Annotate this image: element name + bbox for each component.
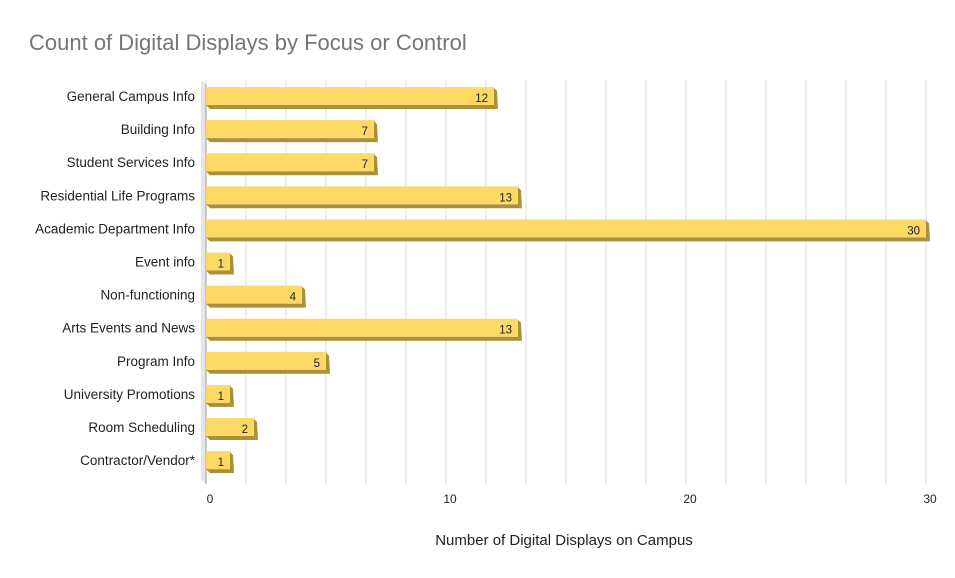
bar-side <box>253 418 258 440</box>
bar-shadow <box>206 105 498 109</box>
bar <box>206 351 326 370</box>
category-label: Building Info <box>121 122 195 137</box>
data-label: 30 <box>907 225 920 237</box>
category-label: Academic Department Info <box>35 221 195 236</box>
data-label: 13 <box>499 325 512 337</box>
category-label: Room Scheduling <box>88 420 195 435</box>
data-label: 7 <box>362 126 368 138</box>
bar <box>206 219 926 238</box>
category-label: Program Info <box>117 354 195 369</box>
data-label: 1 <box>218 391 224 403</box>
category-label: Student Services Info <box>67 155 195 170</box>
bar-shadow <box>206 237 930 242</box>
bar-shadow <box>206 436 258 440</box>
axis-wall <box>201 80 206 484</box>
category-label: Residential Life Programs <box>40 188 195 203</box>
bar <box>206 384 230 403</box>
bar-side <box>229 252 234 275</box>
x-axis-title: Number of Digital Displays on Campus <box>435 532 693 549</box>
data-label: 12 <box>475 93 488 105</box>
bar-shadow <box>206 171 378 176</box>
bar-side <box>325 351 330 374</box>
bar <box>206 87 494 105</box>
bar-side <box>373 120 378 143</box>
bar-shadow <box>206 469 234 474</box>
x-tick-label: 20 <box>683 492 697 506</box>
bar-side <box>373 153 378 176</box>
data-label: 1 <box>218 457 224 469</box>
bar-shadow <box>206 303 306 308</box>
bar-layer <box>206 87 930 474</box>
bar <box>206 318 518 337</box>
data-label: 7 <box>362 159 368 171</box>
x-tick-label: 30 <box>923 492 937 506</box>
bar <box>206 153 374 172</box>
x-tick-label: 10 <box>443 492 457 506</box>
bar-side <box>229 384 234 407</box>
bar-shadow <box>206 138 378 143</box>
chart-title: Count of Digital Displays by Focus or Co… <box>29 30 467 55</box>
bar-side <box>517 318 522 341</box>
category-label: Event info <box>135 255 195 270</box>
bar <box>206 252 230 271</box>
bar-shadow <box>206 369 330 374</box>
category-label: Arts Events and News <box>62 321 195 336</box>
bar-side <box>925 219 930 242</box>
bar-shadow <box>206 270 234 275</box>
category-label: General Campus Info <box>67 89 195 104</box>
bar <box>206 418 254 436</box>
bar-side <box>517 186 522 209</box>
category-label: Contractor/Vendor* <box>80 453 196 468</box>
category-label: University Promotions <box>64 387 196 402</box>
bar-shadow <box>206 402 234 407</box>
bar <box>206 186 518 205</box>
data-label: 13 <box>499 192 512 204</box>
bar <box>206 120 374 139</box>
bar-shadow <box>206 204 522 209</box>
bar <box>206 285 302 304</box>
x-tick-label: 0 <box>207 492 214 506</box>
bar-side <box>493 87 498 109</box>
category-label: Non-functioning <box>100 288 195 303</box>
grid-layer <box>201 80 927 484</box>
data-label: 4 <box>290 292 297 304</box>
bar-shadow <box>206 336 522 341</box>
bar-side <box>301 285 306 308</box>
data-label: 5 <box>314 358 320 370</box>
bar-side <box>229 451 234 474</box>
bar <box>206 451 230 470</box>
data-label: 1 <box>218 259 224 271</box>
data-label: 2 <box>242 424 248 436</box>
